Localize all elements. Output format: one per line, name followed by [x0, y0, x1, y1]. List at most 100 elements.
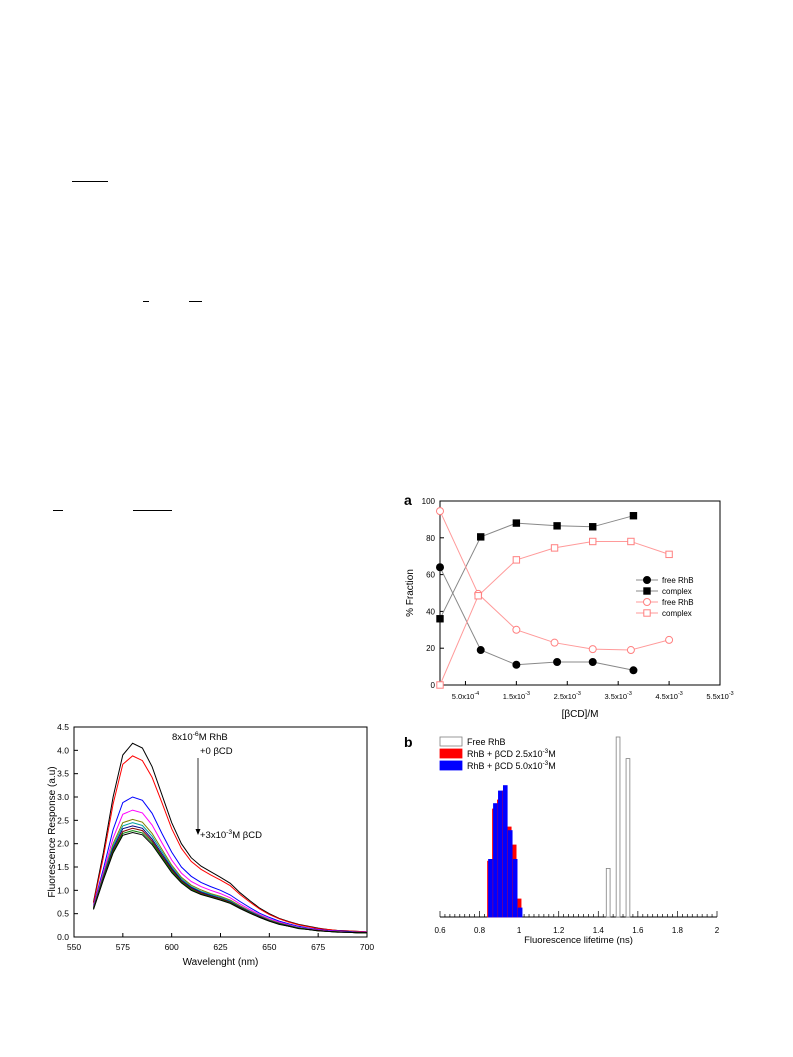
fraction-legend-marker: [643, 598, 651, 606]
lifetime-legend-label-base: RhB + βCD 2.5x10: [467, 749, 542, 759]
lifetime-x-tick-label: 1.8: [672, 926, 684, 935]
fraction-point-s1: [476, 646, 485, 655]
fraction-legend-label: free RhB: [662, 598, 694, 607]
fraction-x-tick-label: 2.5x10-3: [554, 691, 581, 701]
spectra-x-tick-label: 575: [116, 942, 130, 952]
lifetime-legend-label: Free RhB: [467, 737, 506, 747]
fraction-y-tick-label: 20: [426, 644, 435, 653]
panel-label-a: a: [404, 492, 412, 508]
fraction-point-s1: [512, 660, 521, 669]
fraction-legend-marker: [643, 587, 651, 595]
spectra-y-tick-label: 4.5: [57, 722, 69, 732]
annotation-max-cd-base: +3x10: [200, 830, 226, 841]
lifetime-legend-swatch: [439, 760, 463, 771]
fraction-x-tick-label-base: 2.5x10: [554, 692, 577, 701]
lifetime-x-tick-label: 1: [517, 926, 522, 935]
fraction-point-s3: [665, 635, 674, 644]
annotation-rhb-conc-exp: -6: [193, 731, 199, 738]
spectra-y-tick-label: 0.0: [57, 932, 69, 942]
spectrum-line-2: [93, 755, 368, 933]
fraction-point-s2: [512, 519, 521, 527]
fraction-point-s2: [589, 523, 597, 531]
lifetime-legend-label: RhB + βCD 5.0x10-3M: [467, 760, 556, 771]
fraction-legend-label: complex: [662, 587, 692, 596]
fraction-x-tick-label-base: 3.5x10: [605, 692, 628, 701]
lifetime-legend-swatch: [439, 736, 463, 747]
lifetime-x-tick-label: 2: [715, 926, 720, 935]
fraction-point-s1: [436, 563, 444, 572]
annotation-max-cd-exp: -3: [226, 829, 232, 836]
fraction-y-axis-label: % Fraction: [405, 569, 416, 617]
spectra-y-tick-label: 3.5: [57, 769, 69, 779]
fraction-point-s1: [588, 658, 597, 666]
annotation-no-cd: +0 βCD: [200, 746, 233, 757]
fraction-x-tick-label: 1.5x10-3: [503, 691, 530, 701]
fraction-series-line-2: [439, 515, 634, 620]
fraction-point-s2: [477, 533, 485, 541]
lifetime-bar-s3: [512, 859, 518, 918]
spectra-x-tick-label: 550: [67, 942, 81, 952]
lifetime-x-tick-label: 0.6: [434, 926, 446, 935]
lifetime-bar-s3: [488, 859, 493, 918]
fraction-y-tick-label: 100: [422, 497, 436, 506]
annotation-arrow-head: [195, 829, 201, 835]
fraction-point-s2: [436, 615, 444, 623]
spectra-y-tick-label: 1.0: [57, 885, 69, 895]
spectra-y-tick-label: 0.5: [57, 909, 69, 919]
text-rule-4: [53, 510, 63, 511]
annotation-rhb-conc-base: 8x10: [172, 732, 193, 743]
spectra-x-axis-label: Wavelenght (nm): [183, 957, 259, 968]
annotation-max-cd-tail: M βCD: [232, 830, 262, 841]
text-rule-1: [72, 181, 108, 182]
spectrum-line-10: [93, 831, 367, 934]
spectra-y-tick-label: 3.0: [57, 792, 69, 802]
fraction-x-tick-label: 3.5x10-3: [605, 691, 632, 701]
fraction-point-s4: [665, 550, 673, 559]
spectra-y-tick-label: 4.0: [57, 745, 69, 755]
lifetime-bar-s3: [502, 785, 508, 918]
lifetime-bar-s3: [493, 803, 498, 918]
fraction-x-tick-label: 5.0x10-4: [452, 691, 479, 701]
lifetime-x-axis-label: Fluorescence lifetime (ns): [524, 935, 633, 946]
fraction-x-tick-label-exp: -3: [729, 691, 734, 697]
annotation-rhb-conc: 8x10-6M RhB: [172, 731, 228, 743]
fraction-point-s3: [550, 638, 559, 647]
lifetime-bar-s1: [615, 736, 621, 918]
lifetime-x-tick-label: 1.4: [593, 926, 605, 935]
spectra-x-tick-label: 625: [213, 942, 227, 952]
lifetime-legend-label-tail: M: [548, 749, 556, 759]
fraction-x-tick-label: 4.5x10-3: [655, 691, 682, 701]
fraction-series-line-1: [439, 566, 634, 671]
lifetime-bar-s3: [507, 830, 513, 918]
lifetime-legend-swatch: [439, 748, 463, 759]
lifetime-bar-s3: [498, 790, 503, 918]
spectra-x-tick-label: 675: [311, 942, 325, 952]
spectra-y-tick-label: 2.5: [57, 815, 69, 825]
fraction-point-s1: [629, 666, 638, 675]
fraction-y-tick-label: 0: [431, 681, 436, 690]
lifetime-x-tick-label: 0.8: [474, 926, 486, 935]
fraction-point-s1: [553, 658, 562, 666]
fraction-x-axis-label: [βCD]/M: [562, 709, 599, 720]
spectra-y-tick-label: 1.5: [57, 862, 69, 872]
fraction-point-s4: [550, 544, 559, 552]
lifetime-bar-s1: [625, 758, 631, 918]
lifetime-legend-label-base: RhB + βCD 5.0x10: [467, 761, 542, 771]
lifetime-bar-s3: [517, 907, 523, 918]
spectra-y-tick-label: 2.0: [57, 839, 69, 849]
fraction-point-s2: [629, 512, 638, 520]
fraction-legend-label: free RhB: [662, 576, 694, 585]
text-rule-3: [189, 301, 202, 302]
panel-label-b: b: [404, 734, 413, 750]
fraction-point-s3: [626, 646, 635, 655]
spectra-x-tick-label: 700: [360, 942, 374, 952]
fraction-legend-marker: [643, 609, 651, 617]
fraction-x-tick-label-base: 5.5x10: [706, 692, 729, 701]
lifetime-x-tick-label: 1.2: [553, 926, 565, 935]
fraction-x-tick-label: 5.5x10-3: [706, 691, 733, 701]
fraction-point-s4: [474, 592, 482, 600]
spectra-x-tick-label: 600: [165, 942, 179, 952]
